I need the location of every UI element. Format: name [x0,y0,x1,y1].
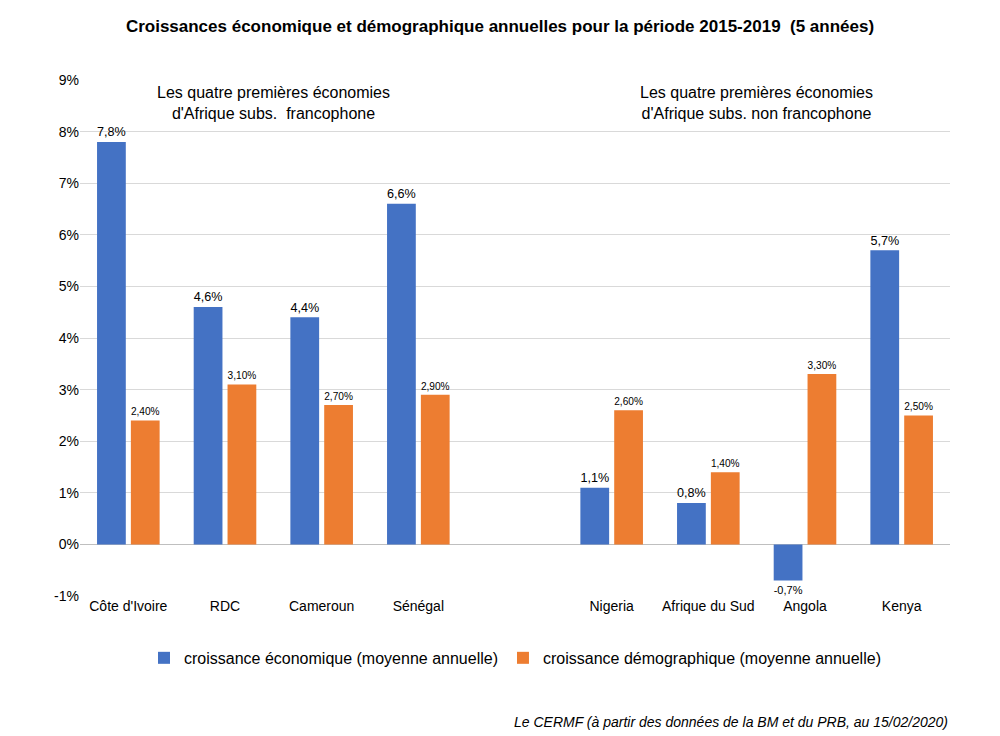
svg-text:Afrique du Sud: Afrique du Sud [662,598,755,614]
svg-text:Kenya: Kenya [882,598,922,614]
svg-text:-0,7%: -0,7% [774,584,803,596]
svg-text:4,6%: 4,6% [194,290,223,304]
svg-text:0,8%: 0,8% [677,486,706,500]
svg-text:5%: 5% [59,278,79,294]
svg-text:4%: 4% [59,330,79,346]
svg-text:Les quatre premières économies: Les quatre premières économiesd'Afrique … [157,84,390,122]
svg-text:Croissances économique et démo: Croissances économique et démographique … [126,17,874,36]
svg-text:5,7%: 5,7% [870,234,899,248]
svg-text:RDC: RDC [210,598,240,614]
svg-text:Angola: Angola [783,598,827,614]
svg-text:Cameroun: Cameroun [289,598,354,614]
svg-text:1%: 1% [59,485,79,501]
svg-text:3%: 3% [59,382,79,398]
svg-text:-1%: -1% [54,588,79,604]
svg-text:3,10%: 3,10% [228,370,257,381]
svg-text:Côte d'Ivoire: Côte d'Ivoire [89,598,167,614]
svg-text:croissance économique (moyenne: croissance économique (moyenne annuelle) [184,650,498,667]
svg-text:Les quatre premières économies: Les quatre premières économiesd'Afrique … [640,84,873,122]
svg-text:2,90%: 2,90% [421,381,450,392]
svg-text:6,6%: 6,6% [387,187,416,201]
svg-text:3,30%: 3,30% [808,360,837,371]
svg-text:Nigeria: Nigeria [589,598,634,614]
svg-text:4,4%: 4,4% [290,301,319,315]
svg-text:2,40%: 2,40% [131,406,160,417]
svg-text:7%: 7% [59,175,79,191]
svg-text:2%: 2% [59,433,79,449]
svg-text:0%: 0% [59,536,79,552]
svg-text:Sénégal: Sénégal [393,598,444,614]
svg-text:8%: 8% [59,124,79,140]
svg-text:Le CERMF (à partir des données: Le CERMF (à partir des données de la BM … [514,714,948,730]
svg-text:2,70%: 2,70% [324,391,353,402]
svg-text:2,50%: 2,50% [904,401,933,412]
svg-text:6%: 6% [59,227,79,243]
svg-text:9%: 9% [59,72,79,88]
svg-text:1,1%: 1,1% [580,471,609,485]
svg-text:croissance démographique (moye: croissance démographique (moyenne annuel… [543,650,881,667]
svg-text:1,40%: 1,40% [711,458,740,469]
svg-text:7,8%: 7,8% [97,125,126,139]
svg-text:2,60%: 2,60% [614,396,643,407]
